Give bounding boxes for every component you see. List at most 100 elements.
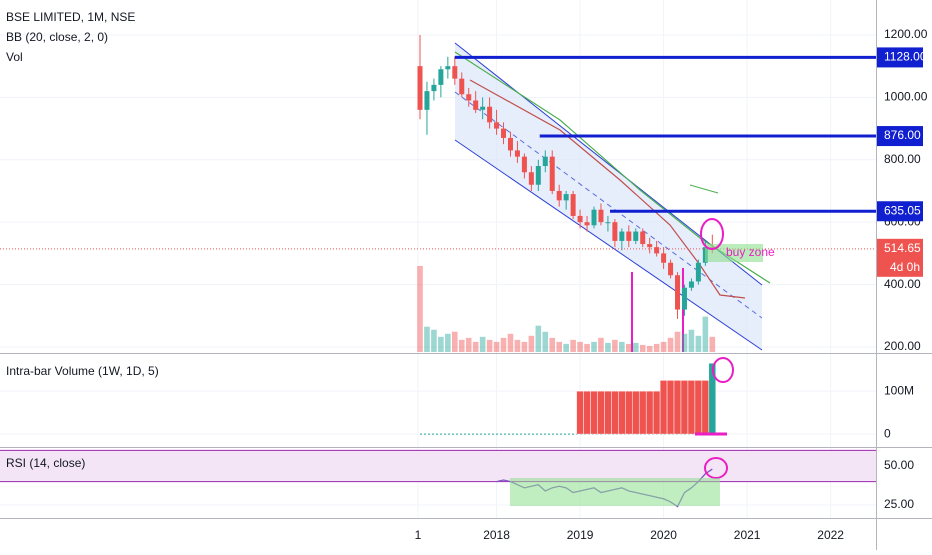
candle-body (695, 262, 701, 282)
grid (0, 0, 876, 518)
last-price-tag (877, 238, 923, 277)
candle-body (633, 231, 639, 241)
level-label: 635.05 (884, 203, 921, 217)
candle-body (424, 91, 430, 110)
candle-body (654, 247, 660, 254)
candle-body (556, 190, 562, 201)
rsi-band (0, 450, 876, 482)
candle-body (619, 231, 625, 241)
volume-bar (528, 335, 535, 352)
y-tick-label: 25.00 (884, 497, 914, 511)
last-price-label: 514.65 (884, 241, 921, 255)
candle-body (535, 166, 541, 185)
volume-bar (577, 341, 583, 352)
x-tick-label: 1 (415, 528, 422, 542)
candle-body (507, 137, 513, 151)
bb-basis (469, 79, 746, 299)
x-tick-label: 2020 (650, 528, 677, 542)
candle-body (417, 66, 423, 110)
volume-bar (424, 326, 430, 352)
volume-bar (458, 339, 465, 352)
y-tick-label: 800.00 (884, 152, 921, 166)
volume-bar (445, 333, 451, 352)
volume-bar (674, 331, 681, 352)
intrabar-bar (666, 380, 675, 435)
candle-body (681, 287, 687, 310)
volume-bar (653, 343, 660, 352)
level-label: 1128.00 (884, 50, 927, 64)
candle-body (514, 150, 520, 157)
volume-bar (626, 343, 632, 352)
volume-bar (486, 339, 493, 352)
intrabar-bar (618, 390, 626, 435)
volume-bar (417, 266, 423, 352)
x-tick-label: 2021 (734, 528, 761, 542)
candle-body (577, 215, 583, 223)
rsi-zone (510, 478, 720, 506)
level-label: 876.00 (884, 128, 921, 142)
candle-body (647, 244, 653, 248)
candle-body (605, 222, 611, 224)
pane-title: Intra-bar Volume (1W, 1D, 5) (6, 364, 159, 378)
channel-fill (455, 43, 762, 350)
candle-body (452, 66, 458, 79)
intrabar-bar (687, 380, 696, 435)
bb-fragment (689, 184, 719, 194)
candle-body (501, 128, 507, 138)
volume-bar (570, 339, 576, 352)
intrabar-bar (597, 390, 605, 435)
candle-body (466, 94, 472, 101)
volume-bar (598, 337, 604, 352)
volume-bar (688, 329, 695, 352)
intrabar-bar (638, 390, 647, 435)
buy-zone-box (705, 244, 763, 262)
volume-bar (591, 341, 597, 352)
volume-bar (514, 339, 521, 352)
intrabar-bar (680, 380, 689, 435)
volume-bar (584, 343, 590, 352)
y-tick-label: 50.00 (884, 458, 914, 472)
intrabar-bar (645, 390, 654, 435)
y-tick-label: 400.00 (884, 277, 921, 291)
y-tick-label: 1000.00 (884, 90, 928, 104)
intrabar-bar (694, 380, 703, 435)
candle-body (521, 156, 527, 173)
candle-body (445, 66, 451, 70)
volume-bar (521, 341, 528, 352)
intrabar-bar (590, 390, 598, 435)
legend-symbol: BSE LIMITED, 1M, NSE (6, 10, 135, 24)
intrabar-bar (652, 390, 661, 435)
volume-bar (535, 325, 542, 352)
volume-bar (619, 341, 625, 352)
intrabar-bar (659, 380, 668, 435)
y-tick-label: 200.00 (884, 339, 921, 353)
intrabar-bar (583, 390, 591, 435)
circle-mark (712, 357, 734, 383)
candle-body (612, 222, 618, 241)
intrabar-bar (604, 390, 612, 435)
candle-body (668, 262, 674, 276)
volume-bar (438, 336, 444, 352)
level-tag (877, 126, 923, 147)
volume-bar (472, 341, 479, 352)
level-tag (877, 47, 923, 68)
intrabar-bar (576, 390, 584, 435)
volume-bar (431, 329, 437, 352)
volume-bar (695, 335, 702, 352)
candle-body (626, 231, 632, 241)
candle-body (431, 84, 437, 92)
annotation: buy zone (726, 245, 775, 259)
candle-body (542, 156, 548, 167)
candle-body (480, 106, 486, 110)
x-tick-label: 2019 (567, 528, 594, 542)
candle-body (563, 194, 569, 201)
volume-bar (639, 344, 646, 352)
volume-bar (667, 337, 674, 352)
intrabar-bar (632, 390, 640, 435)
volume-bar (563, 343, 569, 352)
candle-body (549, 156, 555, 191)
intrabar-bar (611, 390, 619, 435)
candle-body (584, 222, 590, 226)
candle-body (688, 281, 694, 288)
volume-bar (452, 331, 458, 352)
